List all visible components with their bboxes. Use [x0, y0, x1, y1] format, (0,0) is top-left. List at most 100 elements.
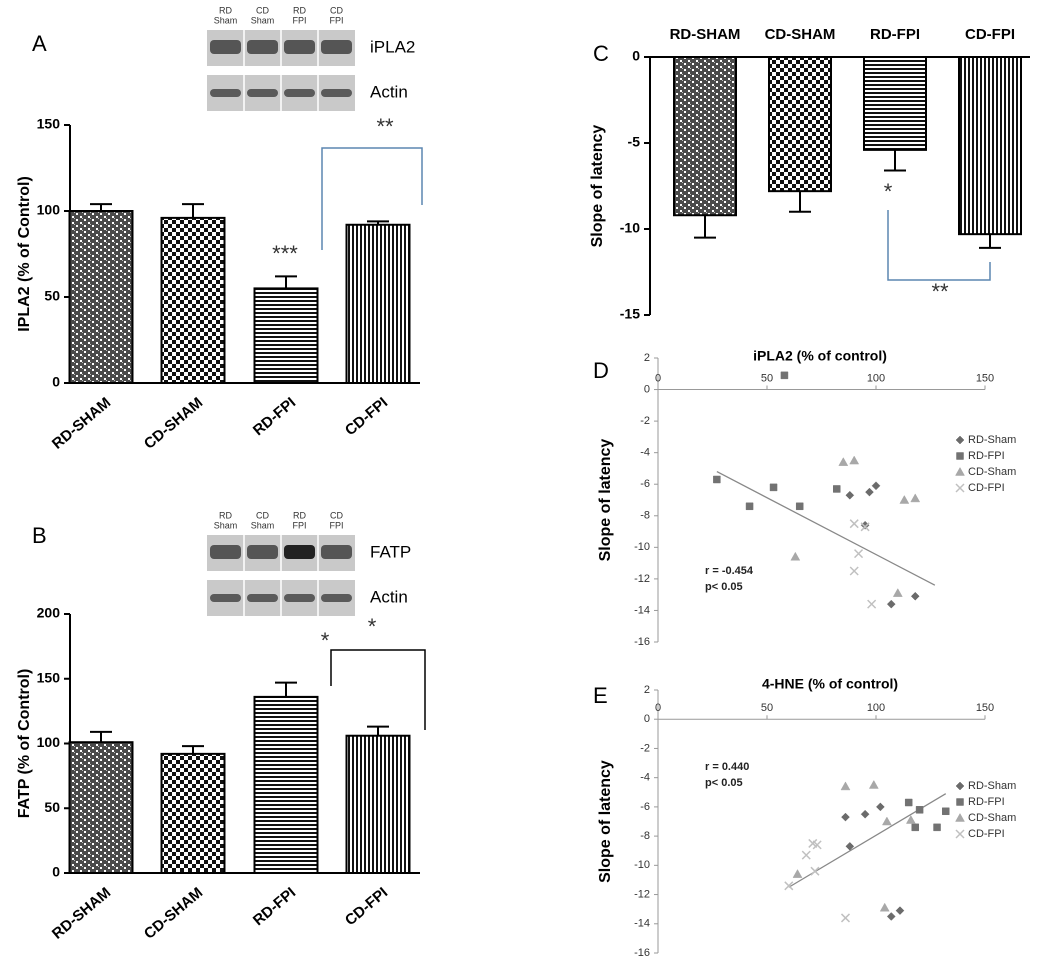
point: [845, 490, 855, 500]
y-tick-label: -5: [628, 134, 641, 150]
legend-label: CD-FPI: [968, 482, 1005, 494]
blot-band: [247, 89, 278, 97]
y-tick-label: -10: [634, 859, 650, 871]
lane-label: RD: [293, 5, 306, 15]
legend-marker: [956, 798, 964, 806]
blot-band: [284, 40, 315, 54]
y-tick-label: -16: [634, 636, 650, 648]
blot-band: [321, 89, 352, 97]
point: [860, 809, 870, 819]
y-tick-label: -10: [620, 220, 640, 236]
significance: **: [931, 279, 949, 304]
error-bar: [884, 149, 906, 172]
point: [895, 906, 905, 915]
y-tick-label: -4: [640, 772, 650, 784]
y-tick-label: -10: [634, 541, 650, 553]
y-tick-label: 0: [52, 374, 60, 390]
blot-band: [247, 40, 278, 54]
y-tick-label: 0: [644, 383, 650, 395]
point: [904, 798, 913, 807]
point: [845, 841, 855, 851]
point: [833, 485, 841, 493]
lane-label: FPI: [329, 15, 343, 25]
y-tick-label: 0: [632, 48, 640, 64]
legend-label: CD-FPI: [968, 828, 1005, 840]
y-tick-label: 2: [644, 684, 650, 696]
lane-label: FPI: [329, 520, 343, 530]
x-tick-label: 50: [761, 702, 773, 714]
y-axis-label: Slope of latency: [597, 760, 614, 883]
y-axis-label: Slope of latency: [597, 439, 614, 562]
y-tick-label: 200: [37, 605, 61, 621]
blot-band: [247, 545, 278, 559]
legend-marker: [955, 435, 965, 445]
lane-label: Sham: [251, 520, 275, 530]
x-tick-label: RD-SHAM: [49, 394, 114, 453]
point: [838, 457, 849, 466]
x-tick-label: 150: [976, 372, 994, 384]
point: [881, 816, 892, 826]
blot-band: [284, 594, 315, 602]
statistic: p< 0.05: [705, 777, 743, 789]
panel-label: E: [593, 683, 608, 708]
bar: [253, 695, 319, 874]
lane-label: CD: [330, 510, 343, 520]
point: [801, 850, 811, 860]
lane-label: FPI: [292, 520, 306, 530]
panel-label: C: [593, 41, 609, 66]
error-bar: [694, 215, 716, 239]
legend-marker: [955, 812, 965, 822]
trend-line: [716, 471, 936, 586]
point: [871, 481, 881, 491]
point: [810, 866, 820, 876]
blot-band: [321, 40, 352, 54]
point: [792, 869, 803, 878]
y-tick-label: -2: [640, 415, 650, 427]
point: [860, 520, 870, 530]
y-tick-label: -12: [634, 573, 650, 585]
y-tick-label: -8: [640, 830, 650, 842]
legend-marker: [955, 466, 965, 476]
x-tick-label: CD-FPI: [342, 884, 391, 929]
point: [849, 455, 860, 465]
significance: *: [368, 614, 377, 639]
y-tick-label: -12: [634, 888, 650, 900]
chart-title: 4-HNE (% of control): [762, 676, 898, 692]
legend-label: CD-Sham: [968, 466, 1016, 478]
blot-band: [247, 594, 278, 602]
y-tick-label: -14: [634, 604, 650, 616]
bar: [863, 56, 927, 151]
x-tick-label: RD-FPI: [870, 26, 920, 43]
bar: [673, 56, 737, 217]
error-bar: [275, 681, 297, 697]
point: [910, 591, 920, 601]
point: [854, 549, 864, 559]
band-label: Actin: [370, 587, 408, 606]
bar: [768, 56, 832, 193]
point: [784, 881, 794, 891]
bar: [160, 752, 226, 874]
error-bar: [979, 234, 1001, 249]
y-tick-label: -14: [634, 918, 650, 930]
point: [840, 781, 851, 791]
statistic: r = -0.454: [705, 565, 754, 577]
blot-band: [210, 40, 241, 54]
y-tick-label: -6: [640, 478, 650, 490]
blot-band: [284, 545, 315, 559]
blot-band: [210, 545, 241, 559]
point: [841, 812, 850, 822]
lane-label: RD: [219, 5, 232, 15]
legend-label: RD-FPI: [968, 796, 1005, 808]
legend-label: CD-Sham: [968, 812, 1016, 824]
y-tick-label: 50: [44, 288, 60, 304]
lane-label: Sham: [251, 15, 275, 25]
y-tick-label: 100: [37, 734, 61, 750]
error-bar: [275, 275, 297, 289]
statistic: p< 0.05: [705, 581, 743, 593]
point: [840, 913, 851, 923]
y-tick-label: 0: [52, 864, 60, 880]
legend-marker: [955, 781, 965, 791]
legend-marker: [955, 829, 965, 839]
blot-band: [210, 89, 241, 97]
point: [899, 494, 910, 504]
